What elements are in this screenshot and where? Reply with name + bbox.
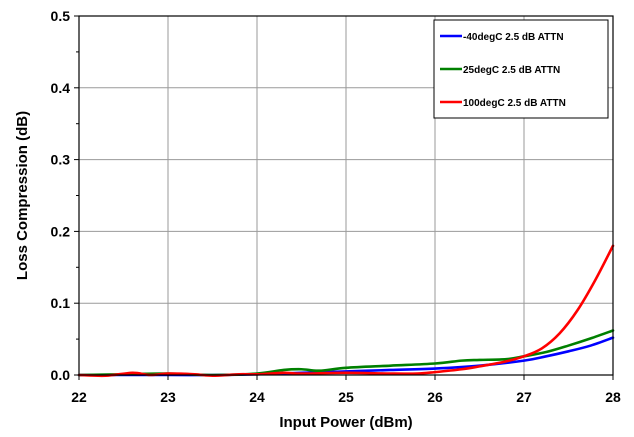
y-tick-label: 0.0 bbox=[51, 367, 71, 383]
y-tick-label: 0.4 bbox=[51, 80, 71, 96]
y-tick-label: 0.3 bbox=[51, 152, 71, 168]
x-tick-label: 26 bbox=[427, 389, 443, 405]
y-tick-label: 0.2 bbox=[51, 223, 71, 239]
x-tick-label: 23 bbox=[160, 389, 176, 405]
y-axis-title: Loss Compression (dB) bbox=[14, 111, 31, 280]
x-tick-label: 28 bbox=[605, 389, 621, 405]
legend-label: -40degC 2.5 dB ATTN bbox=[463, 32, 564, 43]
y-tick-label: 0.1 bbox=[51, 295, 71, 311]
legend-label: 25degC 2.5 dB ATTN bbox=[463, 65, 560, 76]
series-line-3 bbox=[77, 244, 615, 378]
x-tick-label: 25 bbox=[338, 389, 354, 405]
tick-labels: 22 23 24 25 26 27 28 0.0 0.1 0.2 0.3 0.4 0.5 bbox=[51, 8, 621, 405]
legend-label: 100degC 2.5 dB ATTN bbox=[463, 98, 566, 109]
y-tick-label: 0.5 bbox=[51, 8, 71, 24]
x-axis-title: Input Power (dBm) bbox=[279, 414, 412, 431]
ticks bbox=[74, 15, 614, 380]
x-tick-label: 22 bbox=[71, 389, 87, 405]
x-tick-label: 27 bbox=[516, 389, 532, 405]
legend: -40degC 2.5 dB ATTN 25degC 2.5 dB ATTN 100… bbox=[433, 19, 609, 119]
x-tick-label: 24 bbox=[249, 389, 265, 405]
legend-box bbox=[433, 19, 609, 119]
